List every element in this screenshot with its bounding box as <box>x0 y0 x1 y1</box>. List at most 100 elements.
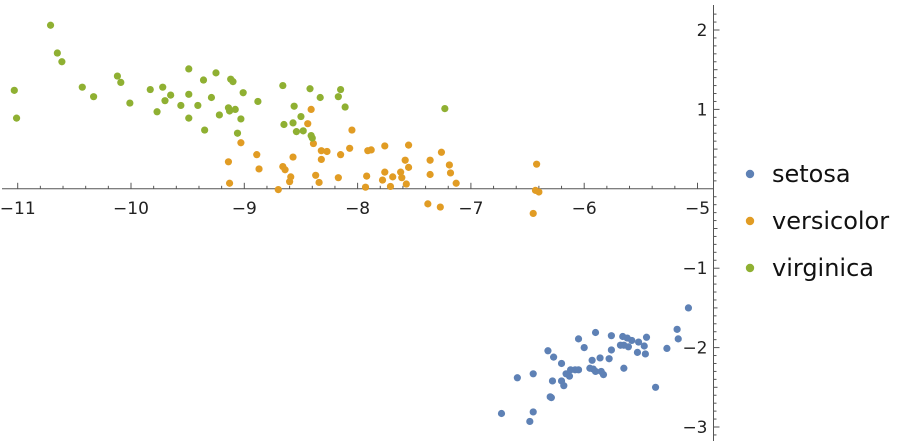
data-point <box>404 163 413 171</box>
data-point <box>436 203 444 211</box>
data-point <box>397 168 405 176</box>
data-point <box>361 183 370 191</box>
data-point <box>306 85 314 93</box>
data-point <box>239 89 247 97</box>
legend-label: virginica <box>772 254 874 282</box>
data-point <box>437 148 446 156</box>
data-point <box>315 178 323 187</box>
data-point <box>533 160 541 168</box>
legend: setosa versicolor virginica <box>745 160 889 282</box>
y-tick-label: −1 <box>682 259 707 279</box>
data-point <box>153 108 161 116</box>
data-point <box>334 174 342 182</box>
series-setosa <box>497 304 693 426</box>
data-point <box>580 344 588 352</box>
data-point <box>199 76 208 84</box>
data-point <box>253 151 261 159</box>
data-point <box>46 21 55 29</box>
data-point <box>616 341 625 349</box>
data-point <box>207 93 216 102</box>
data-point <box>562 370 570 378</box>
data-point <box>651 383 660 391</box>
data-point <box>161 97 169 105</box>
data-point <box>225 107 234 115</box>
data-point <box>452 179 460 187</box>
data-point <box>185 90 193 98</box>
data-point <box>591 328 600 337</box>
data-point <box>445 161 453 169</box>
y-tick-label: 2 <box>697 21 708 41</box>
data-point <box>317 155 325 164</box>
data-point <box>633 348 642 356</box>
data-point <box>619 332 627 341</box>
data-point <box>620 364 628 372</box>
legend-label: setosa <box>772 160 851 188</box>
data-point <box>426 170 434 179</box>
data-point <box>363 172 371 180</box>
data-point <box>337 151 345 159</box>
data-point <box>323 147 331 156</box>
data-point <box>640 342 648 350</box>
data-point <box>185 65 193 73</box>
x-tick-label: −6 <box>572 199 597 219</box>
data-point <box>441 105 449 113</box>
data-point <box>231 105 239 113</box>
data-point <box>255 165 263 173</box>
legend-marker <box>745 169 755 179</box>
x-tick-label: −10 <box>113 199 149 219</box>
data-point <box>544 347 552 355</box>
x-tick-label: −5 <box>685 199 710 219</box>
data-point <box>254 97 262 106</box>
axes: −11 −10 −9 −8 −7 −6 −5−3−2−112 <box>0 5 720 441</box>
data-point <box>215 111 223 119</box>
data-point <box>424 200 432 208</box>
data-point <box>289 119 297 127</box>
data-point <box>389 173 397 181</box>
data-point <box>290 102 298 110</box>
data-point <box>113 72 122 80</box>
data-point <box>334 93 342 101</box>
data-point <box>557 377 566 385</box>
data-point <box>548 377 557 385</box>
data-point <box>229 78 237 86</box>
data-point <box>279 162 287 171</box>
data-point <box>529 370 537 378</box>
series-virginica <box>10 21 449 142</box>
data-point <box>126 99 134 107</box>
data-point <box>513 374 521 382</box>
legend-marker <box>745 216 755 226</box>
data-point <box>185 114 193 122</box>
data-point <box>307 105 315 113</box>
data-point <box>312 171 320 179</box>
data-point <box>634 338 643 346</box>
data-point <box>673 325 681 333</box>
data-point <box>684 304 693 312</box>
data-point <box>641 350 649 358</box>
data-point <box>346 144 354 152</box>
data-point <box>90 93 98 101</box>
data-point <box>605 355 613 363</box>
data-point <box>663 344 671 352</box>
data-point <box>159 83 167 91</box>
data-points <box>10 21 693 426</box>
x-tick-label: −7 <box>458 199 483 219</box>
data-point <box>279 81 287 90</box>
data-point <box>674 335 682 343</box>
data-point <box>237 115 245 123</box>
data-point <box>233 129 242 137</box>
data-point <box>177 101 185 110</box>
data-point <box>529 209 537 218</box>
data-point <box>292 128 301 136</box>
data-point <box>12 114 21 122</box>
data-point <box>574 335 583 343</box>
data-point <box>280 120 288 129</box>
data-point <box>201 126 209 134</box>
y-tick-label: 1 <box>697 100 708 120</box>
data-point <box>381 168 389 176</box>
data-point <box>289 153 297 161</box>
data-point <box>550 353 558 361</box>
data-point <box>607 346 615 354</box>
data-point <box>225 179 234 187</box>
data-point <box>167 91 175 99</box>
